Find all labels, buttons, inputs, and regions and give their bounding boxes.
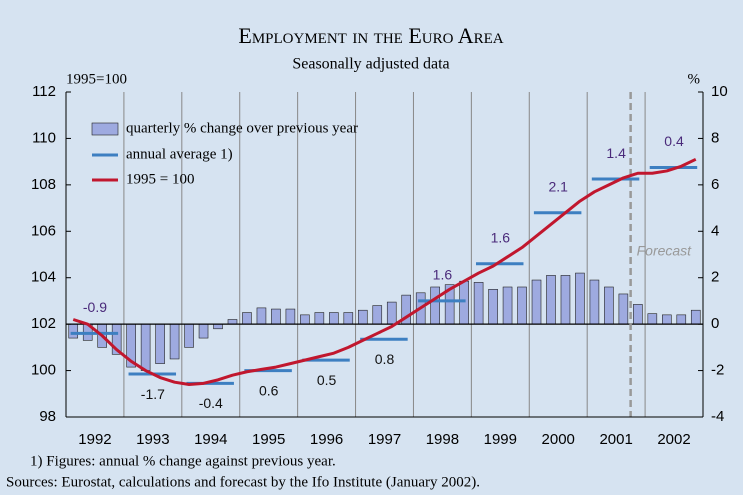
bar — [300, 314, 310, 325]
y-tick-label: 102 — [31, 315, 56, 332]
y2-tick-label: 0 — [711, 315, 719, 332]
bar — [329, 312, 339, 325]
y2-tick-label: 2 — [711, 269, 719, 286]
bar — [198, 323, 209, 339]
y-tick-label: 106 — [31, 222, 56, 239]
y2-tick-label: -2 — [711, 362, 724, 379]
bar — [662, 314, 672, 325]
y-tick-label: 108 — [31, 176, 56, 193]
y-tick-label: 100 — [31, 362, 56, 379]
bar — [343, 312, 354, 325]
bar — [169, 323, 180, 360]
bar — [242, 312, 252, 325]
y-axis-label: 1995=100 — [66, 71, 127, 87]
bar — [560, 275, 571, 325]
bar — [213, 323, 223, 330]
y2-tick-label: 8 — [711, 129, 719, 146]
bar — [473, 282, 484, 325]
bar — [531, 279, 542, 325]
annual-label: -0.4 — [199, 395, 223, 411]
source: Sources: Eurostat, calculations and fore… — [6, 474, 480, 490]
bar — [618, 293, 629, 325]
bar — [184, 323, 194, 348]
bar — [575, 272, 585, 325]
annual-label: 0.8 — [375, 351, 395, 367]
x-tick-label: 1995 — [252, 431, 285, 448]
legend-label: quarterly % change over previous year — [126, 120, 358, 136]
bar — [271, 308, 281, 325]
chart-subtitle: Seasonally adjusted data — [292, 56, 449, 73]
bar — [546, 275, 556, 325]
annual-label: 1.6 — [433, 267, 453, 283]
annual-label: 1.6 — [491, 229, 511, 245]
bar — [357, 309, 368, 325]
bar — [386, 301, 397, 325]
bar — [647, 313, 658, 325]
y2-axis-label: % — [688, 71, 701, 87]
bar — [68, 323, 79, 339]
x-tick-label: 2002 — [657, 431, 690, 448]
bar — [372, 305, 383, 325]
y-tick-label: 98 — [39, 408, 56, 425]
y2-tick-label: -4 — [711, 408, 724, 425]
bar — [314, 312, 325, 325]
x-tick-label: 1999 — [484, 431, 517, 448]
bar — [517, 286, 527, 325]
chart-title: Employment in the Euro Area — [238, 23, 503, 48]
bar — [459, 280, 469, 325]
bar — [140, 323, 151, 371]
bar — [488, 289, 498, 325]
bar — [633, 304, 643, 325]
annual-label: 0.5 — [317, 372, 337, 388]
annual-label: -1.7 — [141, 386, 165, 402]
bar — [155, 323, 165, 364]
x-tick-label: 1997 — [368, 431, 401, 448]
annual-label: -0.9 — [83, 299, 107, 315]
x-tick-label: 1993 — [136, 431, 169, 448]
y2-tick-label: 4 — [711, 222, 719, 239]
bar — [227, 319, 238, 325]
legend-label: 1995 = 100 — [126, 171, 194, 187]
bar — [690, 309, 701, 325]
legend-label: annual average 1) — [126, 146, 233, 162]
annual-label: 0.6 — [259, 382, 279, 398]
footnote: 1) Figures: annual % change against prev… — [30, 453, 336, 469]
index-line — [72, 157, 697, 386]
bar — [256, 307, 267, 325]
x-tick-label: 1996 — [310, 431, 343, 448]
y2-tick-label: 10 — [711, 83, 728, 100]
annual-label: 1.4 — [606, 145, 626, 161]
y2-tick-label: 6 — [711, 176, 719, 193]
x-tick-label: 1998 — [426, 431, 459, 448]
y-tick-label: 104 — [31, 269, 56, 286]
bar — [676, 314, 687, 325]
x-tick-label: 1994 — [194, 431, 227, 448]
annual-label: 2.1 — [548, 178, 568, 194]
bar — [589, 279, 600, 325]
x-tick-label: 2000 — [542, 431, 575, 448]
x-tick-label: 1992 — [78, 431, 111, 448]
bar — [502, 286, 513, 325]
bar — [285, 308, 296, 325]
x-tick-label: 2001 — [599, 431, 632, 448]
y-tick-label: 110 — [32, 129, 56, 146]
y-tick-label: 112 — [32, 83, 56, 100]
legend-swatch — [91, 122, 119, 136]
forecast-label: Forecast — [637, 243, 693, 259]
annual-label: 0.4 — [664, 133, 684, 149]
bar — [604, 286, 614, 325]
bar — [430, 286, 440, 325]
